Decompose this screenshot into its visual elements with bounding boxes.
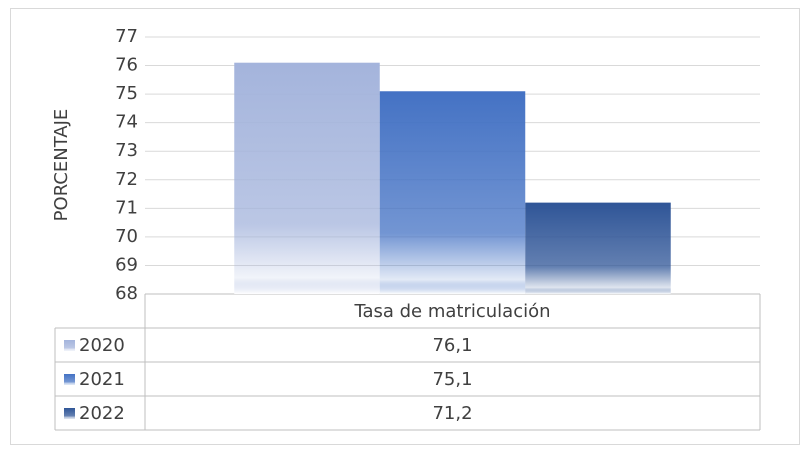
y-axis-label: PORCENTAJE bbox=[51, 109, 72, 222]
bar bbox=[379, 91, 526, 294]
y-tick-label: 77 bbox=[115, 26, 138, 47]
bar bbox=[234, 62, 380, 295]
data-label: 75,1 bbox=[432, 369, 472, 390]
data-label: 76,1 bbox=[432, 335, 472, 356]
y-tick-label: 73 bbox=[115, 140, 138, 161]
y-tick-label: 71 bbox=[115, 197, 138, 218]
y-tick-label: 70 bbox=[115, 226, 138, 247]
legend-swatch bbox=[64, 340, 75, 351]
bar bbox=[525, 202, 671, 294]
data-label: 71,2 bbox=[432, 403, 472, 424]
x-tick-label: Tasa de matriculación bbox=[353, 301, 550, 322]
y-tick-label: 76 bbox=[115, 55, 138, 76]
legend-label: 2020 bbox=[79, 335, 125, 356]
legend-swatch bbox=[64, 408, 75, 419]
y-tick-label: 74 bbox=[115, 112, 138, 133]
chart-border bbox=[10, 8, 800, 445]
y-tick-label: 68 bbox=[115, 283, 138, 304]
y-tick-label: 72 bbox=[115, 169, 138, 190]
legend-swatch bbox=[64, 374, 75, 385]
legend-label: 2022 bbox=[79, 403, 125, 424]
y-tick-label: 69 bbox=[115, 254, 138, 275]
y-tick-label: 75 bbox=[115, 83, 138, 104]
legend-label: 2021 bbox=[79, 369, 125, 390]
